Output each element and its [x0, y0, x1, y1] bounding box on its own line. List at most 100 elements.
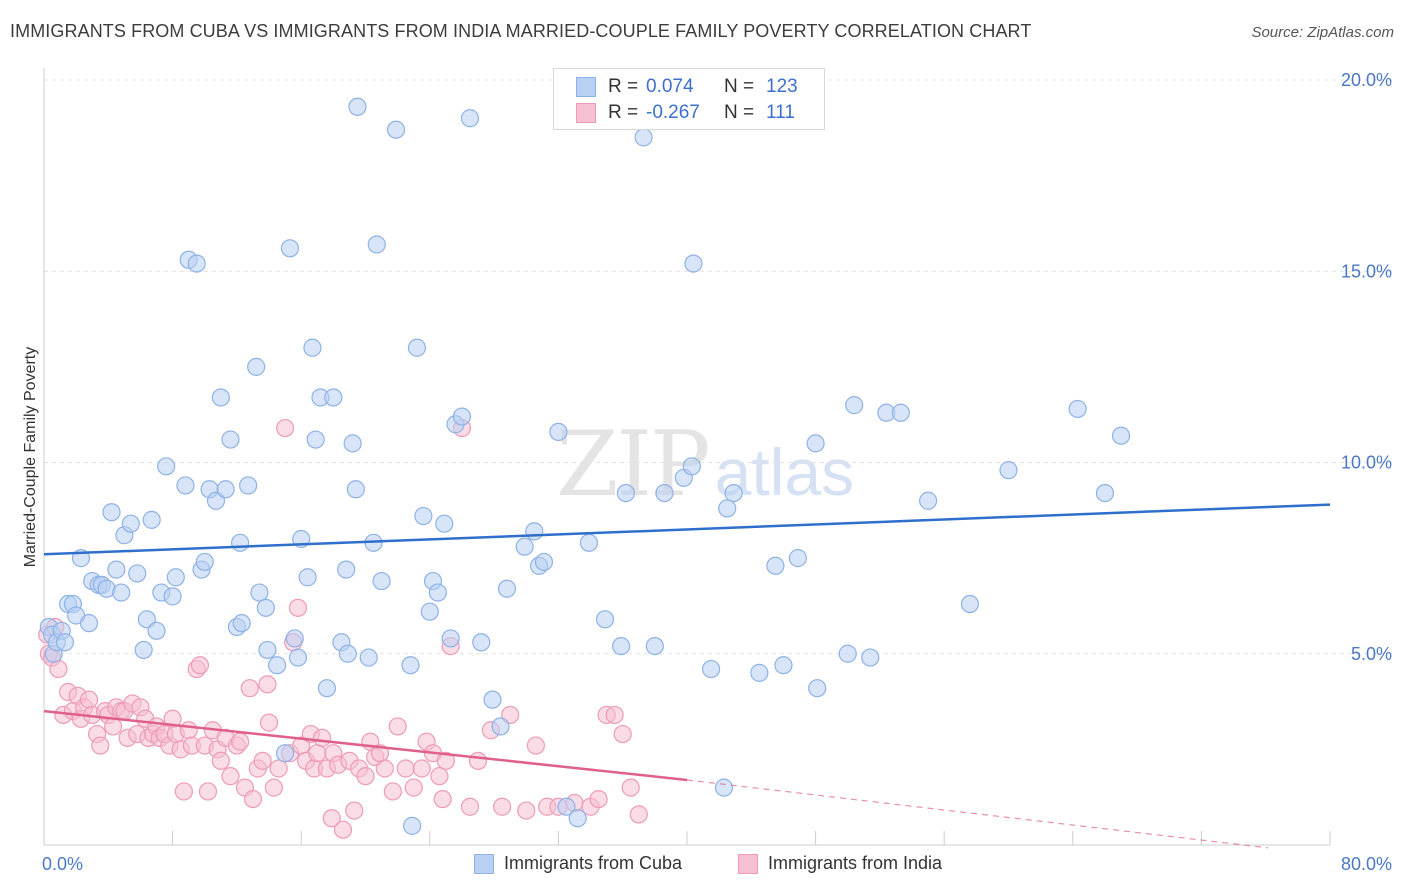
cuba-point — [845, 396, 864, 415]
india-point — [383, 782, 402, 801]
cuba-point — [718, 499, 737, 518]
cuba-point — [306, 430, 325, 449]
india-point — [468, 751, 488, 770]
cuba-point — [303, 338, 322, 357]
india-point — [104, 717, 123, 736]
india-point — [91, 736, 110, 755]
india-point — [308, 744, 327, 763]
cuba-point — [386, 120, 406, 139]
india-point — [621, 778, 640, 797]
india-point — [198, 782, 218, 801]
cuba-point — [549, 422, 568, 441]
cuba-point — [337, 560, 356, 579]
cuba-point — [724, 484, 743, 503]
bottom-legend-swatch-india — [738, 853, 758, 874]
cuba-point — [428, 583, 447, 602]
india-point — [253, 751, 272, 770]
series-cuba-points — [39, 97, 1131, 835]
cuba-point — [1068, 399, 1087, 419]
cuba-point — [655, 484, 674, 503]
india-point — [375, 759, 394, 778]
legend-n-label: N = — [724, 76, 755, 97]
cuba-point — [750, 663, 769, 682]
cuba-point — [195, 552, 214, 572]
legend-n-value: 123 — [766, 76, 798, 97]
cuba-point — [359, 648, 378, 667]
india-point — [259, 713, 279, 732]
india-point — [240, 679, 259, 698]
legend-row-india: R = -0.267 N = 111 — [576, 100, 795, 126]
cuba-point — [324, 388, 343, 407]
cuba-point — [806, 434, 825, 453]
cuba-point — [684, 254, 703, 273]
india-point — [396, 759, 415, 778]
cuba-point — [634, 128, 653, 147]
cuba-trend-line — [43, 503, 1331, 556]
cuba-point — [483, 690, 502, 709]
cuba-point — [258, 640, 277, 660]
cuba-point — [568, 809, 587, 828]
india-point — [589, 789, 608, 809]
y-tick-label: 20.0% — [1341, 70, 1392, 90]
series-india-points — [38, 418, 648, 839]
india-point — [276, 418, 295, 438]
cuba-point — [147, 621, 166, 640]
india-point — [404, 778, 423, 797]
cuba-point — [372, 571, 391, 591]
y-tick-label: 5.0% — [1351, 644, 1392, 664]
legend-row-cuba: R = 0.074 N = 123 — [576, 74, 798, 100]
cuba-point — [407, 338, 427, 357]
x-tick-label-max: 80.0% — [1341, 854, 1392, 874]
tick-labels: 5.0% 10.0% 15.0% 20.0% 0.0% 80.0% — [42, 70, 1392, 874]
cuba-point — [497, 579, 517, 598]
legend-r-value: -0.267 — [646, 102, 700, 123]
india-point — [436, 751, 455, 770]
cuba-point — [280, 239, 300, 258]
cuba-point — [121, 514, 140, 533]
india-point — [231, 732, 250, 751]
india-point — [605, 705, 624, 725]
india-point — [264, 778, 283, 797]
cuba-point — [102, 503, 121, 522]
cuba-point — [441, 629, 460, 648]
cuba-point — [166, 568, 185, 587]
cuba-point — [107, 560, 126, 579]
cuba-point — [401, 656, 420, 675]
cuba-point — [774, 656, 793, 675]
cuba-point — [317, 679, 337, 698]
y-tick-label: 15.0% — [1341, 261, 1392, 281]
cuba-point — [472, 633, 491, 652]
india-point — [388, 717, 407, 736]
axes — [43, 68, 1331, 846]
india-point — [333, 820, 353, 839]
cuba-point — [919, 491, 938, 510]
cuba-point — [348, 97, 367, 116]
cuba-point — [420, 602, 439, 621]
cuba-point — [788, 549, 808, 568]
cuba-point — [1095, 484, 1115, 503]
india-point — [179, 721, 198, 740]
cuba-point — [491, 717, 510, 736]
cuba-point — [403, 816, 422, 835]
cuba-point — [239, 476, 258, 495]
y-tick-label: 10.0% — [1341, 453, 1392, 473]
cuba-point — [128, 564, 147, 583]
cuba-point — [276, 744, 295, 763]
legend-r-value: 0.074 — [646, 76, 694, 97]
source-label: Source: ZipAtlas.com — [1251, 24, 1394, 41]
india-point — [211, 751, 230, 770]
india-point — [493, 797, 512, 816]
cuba-point — [187, 254, 206, 273]
cuba-point — [288, 648, 308, 667]
bottom-legend-india: Immigrants from India — [738, 853, 942, 874]
india-point — [221, 767, 240, 786]
india-point — [243, 789, 263, 809]
cuba-point — [525, 522, 544, 541]
cuba-point — [112, 583, 131, 602]
india-point — [288, 598, 308, 617]
cuba-point — [414, 506, 433, 526]
cuba-point — [285, 629, 304, 648]
india-trend-line — [43, 709, 688, 782]
cuba-point — [460, 109, 480, 128]
